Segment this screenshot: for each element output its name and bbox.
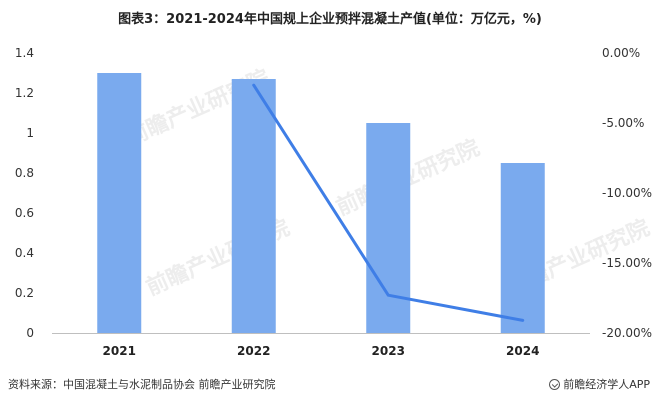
- source-note: 资料来源：中国混凝土与水泥制品协会 前瞻产业研究院: [8, 378, 276, 391]
- brand-label: 前瞻经济学人APP: [563, 378, 650, 391]
- right-axis-tick-label: -15.00%: [602, 256, 652, 270]
- category-labels: 2021 2022 2023 2024: [103, 344, 540, 358]
- left-axis-tick-label: 0.6: [15, 206, 34, 220]
- right-axis-tick-label: -10.00%: [602, 186, 652, 200]
- right-axis-tick-label: -5.00%: [602, 116, 644, 130]
- brand: 前瞻经济学人APP: [549, 376, 650, 392]
- growth-line: [252, 83, 525, 322]
- category-label: 2021: [103, 344, 136, 358]
- left-axis-ticks: 0 0.2 0.4 0.6 0.8 1 1.2 1.4: [15, 46, 34, 340]
- category-label: 2024: [506, 344, 539, 358]
- bar: [500, 163, 545, 333]
- left-axis-tick-label: 1.2: [15, 86, 34, 100]
- left-axis-tick-label: 0: [26, 326, 34, 340]
- chart: 0 0.2 0.4 0.6 0.8 1 1.2 1.4 0.00% -5.00% -10.00% -…: [15, 46, 652, 358]
- left-axis-tick-label: 1: [26, 126, 34, 140]
- category-label: 2023: [372, 344, 405, 358]
- bar-series: [97, 73, 545, 333]
- brand-logo-icon: [549, 378, 561, 390]
- chart-title: 图表3：2021-2024年中国规上企业预拌混凝土产值(单位：万亿元，%): [118, 12, 542, 27]
- bar: [366, 123, 411, 333]
- left-axis-tick-label: 0.4: [15, 246, 34, 260]
- bar: [231, 79, 276, 333]
- bar: [97, 73, 142, 333]
- category-label: 2022: [237, 344, 270, 358]
- left-axis-tick-label: 1.4: [15, 46, 34, 60]
- right-axis-tick-label: 0.00%: [602, 46, 640, 60]
- left-axis-tick-label: 0.8: [15, 166, 34, 180]
- right-axis-ticks: 0.00% -5.00% -10.00% -15.00% -20.00%: [602, 46, 652, 340]
- right-axis-tick-label: -20.00%: [602, 326, 652, 340]
- left-axis-tick-label: 0.2: [15, 286, 34, 300]
